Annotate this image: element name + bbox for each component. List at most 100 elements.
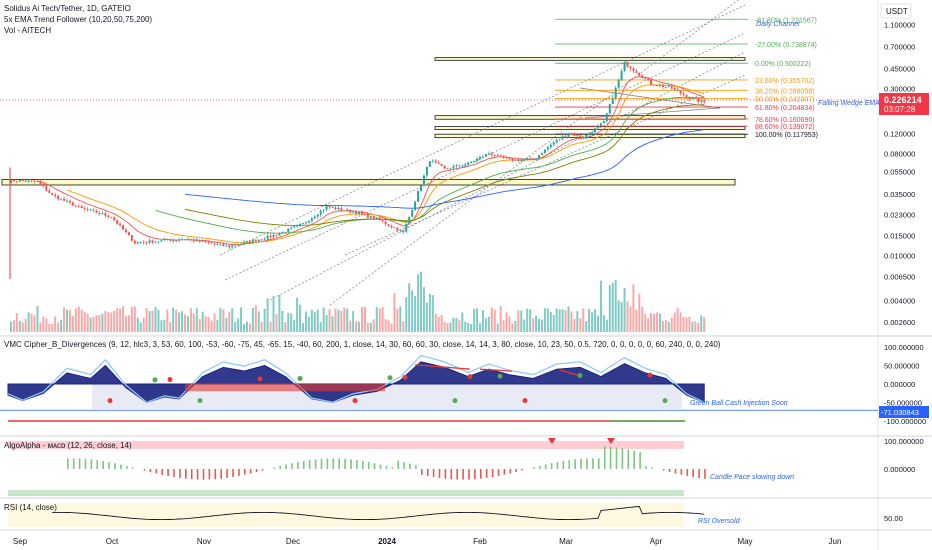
candle-body[interactable] <box>511 158 514 161</box>
candle-body[interactable] <box>393 227 396 229</box>
candle-body[interactable] <box>440 163 443 166</box>
candle-body[interactable] <box>358 212 361 214</box>
candle-body[interactable] <box>576 135 579 137</box>
candle-body[interactable] <box>452 166 455 169</box>
candle-body[interactable] <box>254 239 257 242</box>
candle-body[interactable] <box>588 133 591 135</box>
candle-body[interactable] <box>679 90 682 94</box>
candle-body[interactable] <box>240 243 243 245</box>
candle-body[interactable] <box>125 229 127 233</box>
candle-body[interactable] <box>142 242 145 243</box>
candle-body[interactable] <box>195 239 198 242</box>
candle-body[interactable] <box>302 223 304 225</box>
candle-body[interactable] <box>36 181 39 182</box>
candle-body[interactable] <box>151 240 154 243</box>
candle-body[interactable] <box>458 165 461 166</box>
candle-body[interactable] <box>313 216 316 219</box>
candle-body[interactable] <box>670 86 673 89</box>
candle-body[interactable] <box>411 210 414 217</box>
candle-body[interactable] <box>213 243 216 245</box>
candle-body[interactable] <box>526 159 529 160</box>
channel-line[interactable] <box>219 4 746 256</box>
candle-body[interactable] <box>555 139 558 143</box>
candle-body[interactable] <box>520 159 523 161</box>
candle-body[interactable] <box>626 62 629 67</box>
candle-body[interactable] <box>484 154 487 157</box>
candle-body[interactable] <box>658 85 661 86</box>
candle-body[interactable] <box>638 72 641 76</box>
candle-body[interactable] <box>629 66 632 69</box>
candle-body[interactable] <box>417 191 420 202</box>
candle-body[interactable] <box>284 231 287 233</box>
candle-body[interactable] <box>352 211 355 213</box>
candle-body[interactable] <box>381 220 384 222</box>
candle-body[interactable] <box>653 84 656 86</box>
candle-body[interactable] <box>487 153 490 155</box>
candle-body[interactable] <box>275 235 278 237</box>
currency-button[interactable] <box>880 3 912 19</box>
candle-body[interactable] <box>322 209 325 211</box>
candle-body[interactable] <box>496 154 499 156</box>
candle-body[interactable] <box>237 244 240 246</box>
candle-body[interactable] <box>325 205 328 210</box>
candle-body[interactable] <box>605 113 608 122</box>
candle-body[interactable] <box>136 242 139 244</box>
candle-body[interactable] <box>57 196 60 200</box>
candle-body[interactable] <box>455 165 458 167</box>
candle-body[interactable] <box>272 235 275 238</box>
candle-body[interactable] <box>101 213 104 215</box>
candle-body[interactable] <box>222 243 225 246</box>
candle-body[interactable] <box>617 79 620 88</box>
candle-body[interactable] <box>355 211 358 214</box>
candle-body[interactable] <box>299 223 302 226</box>
candle-body[interactable] <box>216 244 219 245</box>
candle-body[interactable] <box>27 180 30 182</box>
candle-body[interactable] <box>119 223 122 226</box>
candle-body[interactable] <box>375 217 378 220</box>
candle-body[interactable] <box>697 98 700 102</box>
support-zone[interactable] <box>434 126 746 130</box>
candle-body[interactable] <box>48 190 51 193</box>
vmc-legend[interactable]: VMC Cipher_B_Divergences (9, 12, hlc3, 3… <box>4 340 721 349</box>
candle-body[interactable] <box>178 239 181 241</box>
candle-body[interactable] <box>110 216 113 218</box>
candle-body[interactable] <box>30 180 33 182</box>
candle-body[interactable] <box>499 154 502 156</box>
candle-body[interactable] <box>369 216 372 218</box>
candle-body[interactable] <box>269 235 272 238</box>
candle-body[interactable] <box>15 181 18 182</box>
support-zone[interactable] <box>1 179 736 186</box>
candle-body[interactable] <box>12 179 15 182</box>
candle-body[interactable] <box>334 207 337 210</box>
candle-body[interactable] <box>260 239 263 241</box>
price-axis-ticks[interactable]: 1.1000000.7000000.4500000.3000000.200000… <box>884 20 915 326</box>
candle-body[interactable] <box>33 180 36 182</box>
candle-body[interactable] <box>437 162 440 164</box>
candle-body[interactable] <box>694 98 697 100</box>
candle-body[interactable] <box>122 225 125 230</box>
candle-body[interactable] <box>74 205 77 207</box>
candle-body[interactable] <box>564 136 567 138</box>
candle-body[interactable] <box>703 100 706 103</box>
candle-body[interactable] <box>464 164 467 166</box>
candle-body[interactable] <box>346 209 349 211</box>
candle-body[interactable] <box>98 213 101 214</box>
candle-body[interactable] <box>160 240 163 242</box>
candle-body[interactable] <box>169 240 172 242</box>
candle-body[interactable] <box>181 239 184 241</box>
candle-body[interactable] <box>228 245 231 248</box>
candle-body[interactable] <box>201 240 204 242</box>
candle-body[interactable] <box>113 217 116 221</box>
candle-body[interactable] <box>567 133 570 137</box>
candle-body[interactable] <box>130 235 133 241</box>
candle-body[interactable] <box>470 161 473 163</box>
candle-body[interactable] <box>676 89 679 91</box>
candle-body[interactable] <box>431 160 434 162</box>
candle-body[interactable] <box>245 241 248 243</box>
candle-body[interactable] <box>266 235 269 240</box>
candle-body[interactable] <box>384 221 387 225</box>
candle-body[interactable] <box>304 222 307 224</box>
candle-body[interactable] <box>248 241 251 243</box>
candle-body[interactable] <box>39 181 42 184</box>
candle-body[interactable] <box>623 62 626 71</box>
